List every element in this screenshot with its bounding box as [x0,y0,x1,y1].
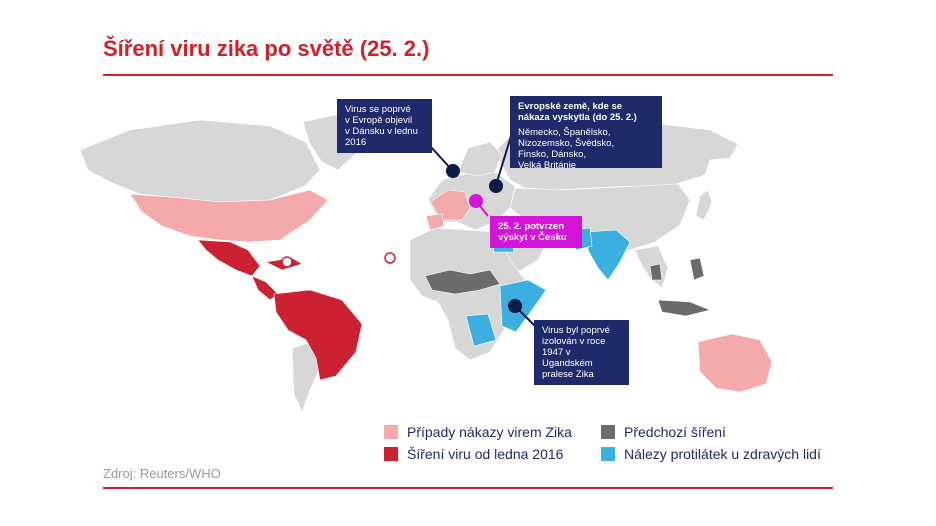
region-west-africa [424,269,501,295]
region-africa [409,227,526,361]
region-usa [129,189,329,243]
callout-line: pralese Zika [542,369,594,380]
region-japan [695,189,713,221]
legend-item-antibodies: Nálezy protilátek u zdravých lidí [601,446,821,462]
callout-czech: 25. 2. potvrzen výskyt v Česku [490,216,582,248]
island-marker-2 [384,252,396,264]
callout-heading: Evropské země, kde se [518,101,623,112]
callout-denmark: Virus se poprvé v Evropě objevil v Dánsk… [337,99,432,153]
marker-uganda [508,299,522,313]
callout-line: v Dánsku v lednu [345,126,418,137]
title-rule [103,74,833,76]
legend-label: Nálezy protilátek u zdravých lidí [624,446,821,462]
page-title: Šíření viru zika po světě (25. 2.) [103,36,430,61]
callout-line: 1947 v Ugandském [542,347,593,369]
marker-europe [489,179,503,193]
callout-line: Nizozemsko, Švédsko, [518,138,615,149]
region-central-africa [465,313,497,347]
legend-label: Předchozí šíření [624,424,726,440]
callout-line: 2016 [345,137,367,148]
legend-label: Šíření viru od ledna 2016 [407,446,564,462]
callout-line: Velká Británie [518,160,577,171]
callout-europe: Evropské země, kde se nákaza vyskytla (d… [510,96,662,171]
legend-item-spread-2016: Šíření viru od ledna 2016 [384,446,563,462]
region-india [587,229,631,281]
world-map [79,113,773,413]
footer-rule [103,487,833,489]
region-iberia [425,213,445,231]
region-indonesia [657,299,711,317]
callout-line: 25. 2. potvrzen [498,221,564,232]
region-east-africa [499,279,547,333]
callout-line: Finsko, Dánsko, [518,149,587,160]
callout-line: izolován v roce [542,336,606,347]
region-north-america-north [79,119,321,203]
region-thailand [649,263,663,281]
legend-swatch [601,425,615,439]
marker-denmark [446,164,460,178]
region-south-america [273,289,363,381]
region-scandinavia [457,141,503,177]
region-philippines [689,257,705,281]
island-marker-1 [281,256,293,268]
region-mexico [197,239,261,277]
callout-line: Virus se poprvé [345,104,411,115]
callout-heading: nákaza vyskytla (do 25. 2.) [518,112,637,123]
legend-swatch [384,447,398,461]
callout-line: výskyt v Česku [498,232,567,243]
legend-label: Případy nákazy virem Zika [407,424,572,440]
source-credit: Zdroj: Reuters/WHO [103,466,221,481]
region-central-america [251,275,279,301]
region-australia [697,333,773,393]
callout-line: Německo, Španělsko, [518,127,611,138]
callout-uganda: Virus byl poprvé izolován v roce 1947 v … [534,320,629,385]
legend-swatch [601,447,615,461]
legend-swatch [384,425,398,439]
callout-line: v Evropě objevil [345,115,413,126]
marker-czech [469,194,483,208]
legend-item-cases: Případy nákazy virem Zika [384,424,572,440]
legend-item-previous-spread: Předchozí šíření [601,424,726,440]
callout-line: Virus byl poprvé [542,325,610,336]
